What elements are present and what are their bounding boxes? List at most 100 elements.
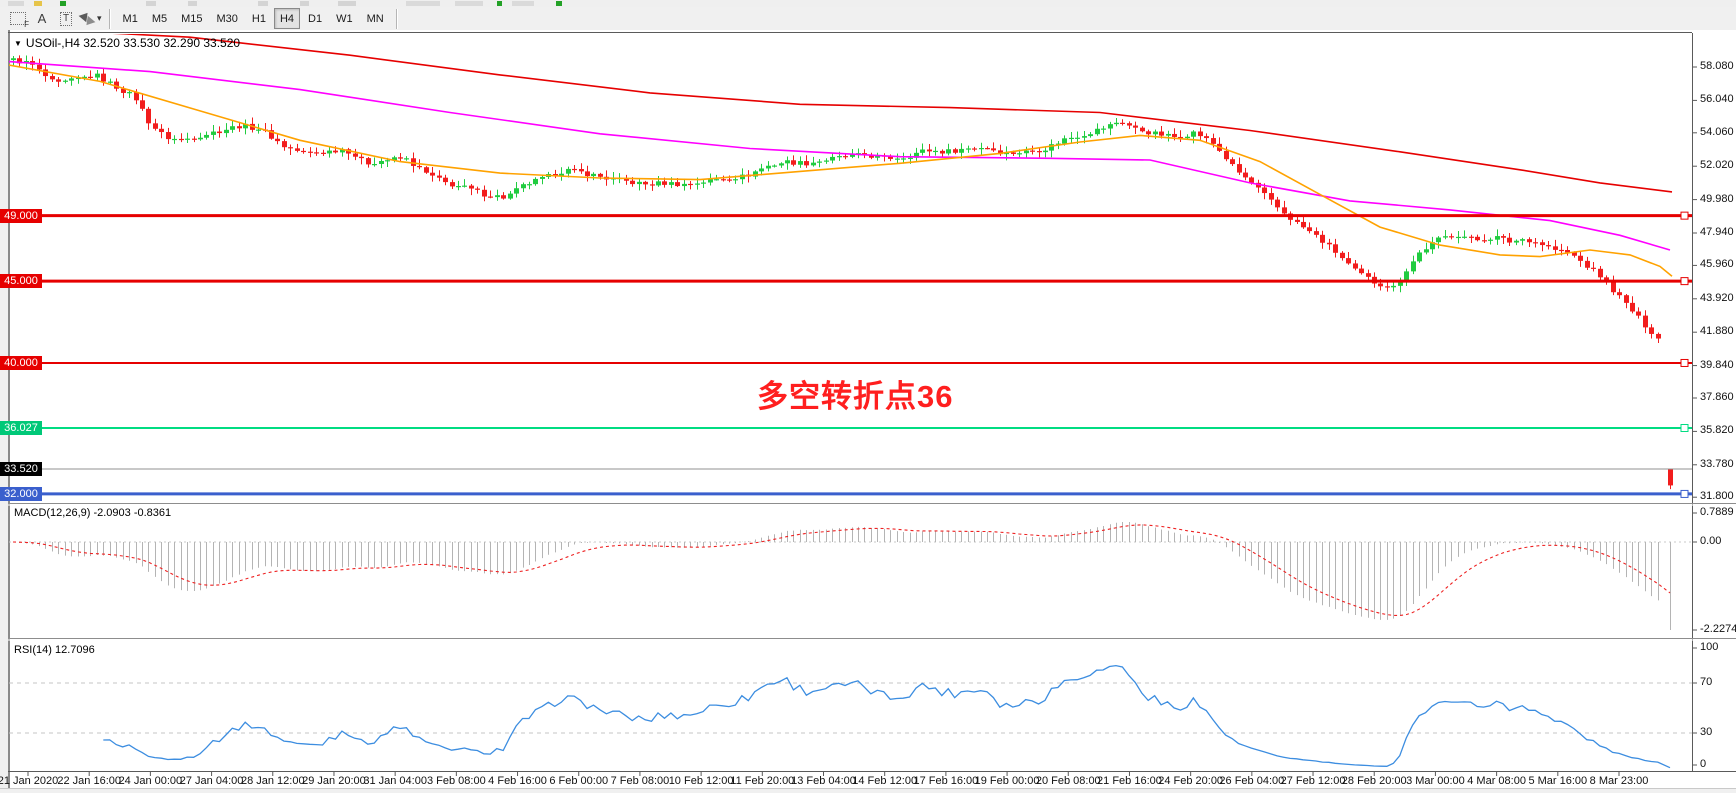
hline-handle[interactable] — [1680, 424, 1689, 433]
letter-a-icon: A — [37, 11, 47, 26]
time-label-26: 5 Mar 16:00 — [1528, 775, 1588, 787]
hline-handle[interactable] — [1680, 211, 1689, 220]
rsi-axis-100: 100 — [1700, 641, 1719, 653]
rsi-axis-70: 70 — [1700, 676, 1713, 688]
time-label-14: 13 Feb 04:00 — [791, 775, 856, 787]
letter-t-icon: T — [59, 11, 73, 26]
timeframe-button-m5[interactable]: M5 — [151, 12, 168, 25]
window-bottom-strip — [0, 788, 1736, 793]
time-label-8: 3 Feb 08:00 — [426, 775, 486, 787]
time-label-20: 24 Feb 20:00 — [1158, 775, 1224, 787]
toolbar-separator — [108, 8, 111, 29]
macd-indicator-label: MACD(12,26,9) -2.0903 -0.8361 — [14, 507, 172, 519]
grid-icon: F — [10, 12, 29, 29]
timeframe-button-h4[interactable]: H4 — [273, 8, 301, 29]
price-tick-52.020: 52.020 — [1700, 159, 1734, 172]
toolbar-fragment — [34, 1, 42, 6]
timeframe-button-w1[interactable]: W1 — [336, 12, 353, 25]
time-label-22: 27 Feb 12:00 — [1280, 775, 1346, 787]
rsi-indicator-label: RSI(14) 12.7096 — [14, 644, 95, 656]
price-badge-33.520: 33.520 — [0, 462, 42, 477]
toolbar-fragment — [455, 1, 483, 6]
toolbar-fragment — [497, 1, 502, 6]
timeframe-button-mn[interactable]: MN — [366, 12, 384, 25]
time-label-11: 7 Feb 08:00 — [610, 775, 670, 787]
hline-handle[interactable] — [1680, 489, 1689, 498]
time-label-17: 19 Feb 00:00 — [974, 775, 1040, 787]
text-box-tool-button[interactable]: T — [56, 9, 76, 29]
time-label-7: 31 Jan 04:00 — [363, 775, 427, 787]
chart-title: ▼ USOil-,H4 32.520 33.530 32.290 33.520 — [14, 36, 240, 50]
time-label-9: 4 Feb 16:00 — [488, 775, 547, 787]
arrow-objects-tool-button[interactable]: ▾ — [78, 9, 102, 29]
price-tick-33.780: 33.780 — [1700, 457, 1734, 470]
toolbar-fragment — [146, 1, 156, 6]
price-tick-35.820: 35.820 — [1700, 424, 1734, 437]
timeframe-button-m1[interactable]: M1 — [122, 12, 138, 25]
price-badge-36.027: 36.027 — [0, 421, 42, 435]
time-label-19: 21 Feb 16:00 — [1097, 775, 1162, 787]
timeframe-button-d1[interactable]: D1 — [308, 12, 323, 25]
rsi-axis-30: 30 — [1700, 726, 1713, 738]
time-label-23: 28 Feb 20:00 — [1341, 775, 1407, 787]
toolbar-fragment — [188, 1, 197, 6]
time-label-3: 24 Jan 00:00 — [118, 775, 183, 787]
toolbar-separator — [395, 8, 398, 29]
chart-text-annotation[interactable]: 多空转折点36 — [757, 379, 954, 414]
time-label-16: 17 Feb 16:00 — [913, 775, 979, 787]
chart-title-text: USOil-,H4 32.520 33.530 32.290 33.520 — [25, 36, 241, 50]
price-tick-58.080: 58.080 — [1700, 60, 1734, 72]
price-tick-56.040: 56.040 — [1700, 93, 1734, 106]
macd-axis--2.2274: -2.2274 — [1700, 623, 1736, 635]
price-tick-41.880: 41.880 — [1700, 325, 1734, 338]
price-tick-54.060: 54.060 — [1700, 125, 1734, 138]
toolbar-fragment — [60, 1, 66, 6]
crosshair-grid-tool-button[interactable]: F — [8, 9, 29, 29]
time-label-13: 11 Feb 20:00 — [730, 775, 795, 787]
text-label-tool-button[interactable]: A — [32, 9, 52, 29]
time-label-2: 22 Jan 16:00 — [57, 775, 121, 787]
time-label-5: 28 Jan 12:00 — [240, 775, 305, 787]
toolbar-fragment — [258, 1, 268, 6]
toolbar-fragment — [300, 1, 309, 6]
hline-handle[interactable] — [1680, 277, 1689, 286]
time-label-1: 21 Jan 2020 — [0, 775, 59, 787]
price-tick-45.960: 45.960 — [1700, 258, 1734, 271]
time-label-24: 3 Mar 00:00 — [1406, 775, 1465, 787]
price-badge-49.000: 49.000 — [0, 208, 42, 223]
price-tick-49.980: 49.980 — [1700, 192, 1734, 205]
time-label-15: 14 Feb 12:00 — [852, 775, 918, 787]
price-tick-47.940: 47.940 — [1700, 225, 1734, 238]
timeframe-button-m15[interactable]: M15 — [181, 12, 203, 25]
timeframe-group: M1 M5 M15 M30 H1 H4 D1 W1 MN — [116, 8, 391, 29]
timeframe-button-m30[interactable]: M30 — [216, 12, 238, 25]
time-label-18: 20 Feb 08:00 — [1035, 775, 1101, 787]
price-tick-31.800: 31.800 — [1700, 490, 1734, 503]
toolbar-fragment — [338, 1, 356, 6]
chart-title-caret-icon[interactable]: ▼ — [14, 39, 22, 48]
dropdown-caret-icon: ▾ — [97, 13, 102, 23]
price-badge-45.000: 45.000 — [0, 274, 42, 289]
hline-handle[interactable] — [1680, 358, 1689, 367]
macd-axis-0.7889: 0.7889 — [1700, 506, 1734, 518]
toolbar-fragment — [512, 1, 534, 6]
price-tick-39.840: 39.840 — [1700, 358, 1734, 371]
time-label-4: 27 Jan 04:00 — [179, 775, 244, 787]
time-label-6: 29 Jan 20:00 — [302, 775, 366, 787]
toolbar-fragment — [8, 1, 24, 6]
timeframe-button-h1[interactable]: H1 — [251, 12, 266, 25]
time-label-10: 6 Feb 00:00 — [549, 775, 609, 787]
price-tick-37.860: 37.860 — [1700, 391, 1734, 403]
price-tick-43.920: 43.920 — [1700, 291, 1734, 304]
time-label-21: 26 Feb 04:00 — [1219, 775, 1285, 787]
time-label-12: 10 Feb 12:00 — [668, 775, 734, 787]
macd-axis-0.00: 0.00 — [1700, 535, 1722, 547]
toolbar-fragment — [556, 1, 562, 6]
rsi-axis-0: 0 — [1700, 758, 1707, 770]
time-label-27: 8 Mar 23:00 — [1589, 775, 1649, 787]
price-badge-40.000: 40.000 — [0, 355, 42, 370]
price-badge-32.000: 32.000 — [0, 486, 42, 501]
time-label-25: 4 Mar 08:00 — [1467, 775, 1526, 787]
